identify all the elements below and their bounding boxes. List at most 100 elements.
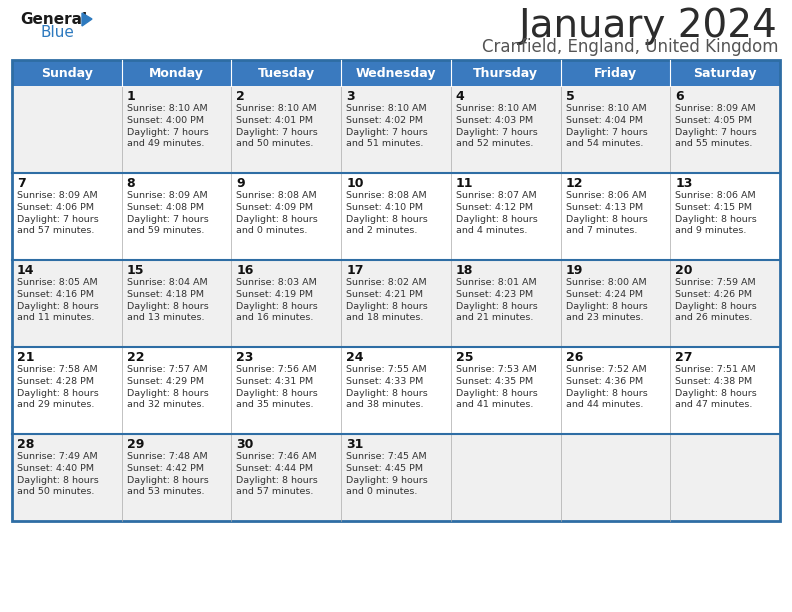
Text: Sunset: 4:02 PM: Sunset: 4:02 PM [346, 116, 423, 125]
Text: Sunset: 4:12 PM: Sunset: 4:12 PM [456, 203, 533, 212]
Bar [451, 434, 561, 521]
Text: 27: 27 [676, 351, 693, 364]
Text: 24: 24 [346, 351, 364, 364]
Text: Sunset: 4:10 PM: Sunset: 4:10 PM [346, 203, 423, 212]
Text: and 7 minutes.: and 7 minutes. [565, 226, 637, 235]
Text: Sunrise: 7:53 AM: Sunrise: 7:53 AM [456, 365, 537, 374]
Text: 4: 4 [456, 90, 465, 103]
Bar [670, 347, 780, 434]
Text: Sunset: 4:42 PM: Sunset: 4:42 PM [127, 464, 204, 473]
Text: 2: 2 [237, 90, 246, 103]
Text: Sunrise: 8:06 AM: Sunrise: 8:06 AM [565, 191, 646, 200]
Text: 6: 6 [676, 90, 684, 103]
Text: and 18 minutes.: and 18 minutes. [346, 313, 424, 322]
Text: Daylight: 8 hours: Daylight: 8 hours [127, 302, 208, 311]
Text: Sunrise: 7:57 AM: Sunrise: 7:57 AM [127, 365, 208, 374]
Text: and 38 minutes.: and 38 minutes. [346, 400, 424, 409]
Text: Sunset: 4:45 PM: Sunset: 4:45 PM [346, 464, 423, 473]
Bar [451, 60, 561, 86]
Bar [12, 173, 122, 260]
Bar [561, 260, 670, 347]
Text: 14: 14 [17, 264, 35, 277]
Text: Sunset: 4:00 PM: Sunset: 4:00 PM [127, 116, 204, 125]
Bar [341, 60, 451, 86]
Text: 31: 31 [346, 438, 364, 451]
Text: Sunrise: 8:09 AM: Sunrise: 8:09 AM [127, 191, 208, 200]
Text: 10: 10 [346, 177, 364, 190]
Text: 22: 22 [127, 351, 144, 364]
Bar [561, 434, 670, 521]
Text: Monday: Monday [149, 67, 204, 80]
Text: and 49 minutes.: and 49 minutes. [127, 139, 204, 148]
Bar [231, 260, 341, 347]
Bar [231, 60, 341, 86]
Text: Daylight: 8 hours: Daylight: 8 hours [565, 302, 647, 311]
Text: 7: 7 [17, 177, 26, 190]
Text: Sunrise: 7:59 AM: Sunrise: 7:59 AM [676, 278, 756, 287]
Text: Daylight: 8 hours: Daylight: 8 hours [127, 389, 208, 398]
Text: Daylight: 8 hours: Daylight: 8 hours [676, 215, 757, 224]
Text: 11: 11 [456, 177, 474, 190]
Bar [12, 260, 122, 347]
Bar [12, 347, 122, 434]
Text: Daylight: 8 hours: Daylight: 8 hours [676, 389, 757, 398]
Text: 12: 12 [565, 177, 583, 190]
Text: and 0 minutes.: and 0 minutes. [237, 226, 308, 235]
Text: and 29 minutes.: and 29 minutes. [17, 400, 94, 409]
Bar [670, 60, 780, 86]
Text: and 47 minutes.: and 47 minutes. [676, 400, 752, 409]
Text: Daylight: 8 hours: Daylight: 8 hours [237, 302, 318, 311]
Bar [231, 86, 341, 173]
Text: Sunrise: 8:10 AM: Sunrise: 8:10 AM [127, 104, 208, 113]
Bar [341, 173, 451, 260]
Text: Daylight: 8 hours: Daylight: 8 hours [237, 215, 318, 224]
Text: Daylight: 8 hours: Daylight: 8 hours [456, 215, 538, 224]
Text: Sunset: 4:04 PM: Sunset: 4:04 PM [565, 116, 642, 125]
Bar [451, 173, 561, 260]
Bar [341, 260, 451, 347]
Text: Sunrise: 8:05 AM: Sunrise: 8:05 AM [17, 278, 97, 287]
Text: Daylight: 8 hours: Daylight: 8 hours [17, 302, 99, 311]
Polygon shape [82, 13, 92, 26]
Text: Sunrise: 7:56 AM: Sunrise: 7:56 AM [237, 365, 317, 374]
Text: and 11 minutes.: and 11 minutes. [17, 313, 94, 322]
Text: and 23 minutes.: and 23 minutes. [565, 313, 643, 322]
Bar [231, 173, 341, 260]
Bar [451, 86, 561, 173]
Text: Sunset: 4:38 PM: Sunset: 4:38 PM [676, 377, 752, 386]
Text: January 2024: January 2024 [520, 7, 778, 45]
Text: Daylight: 9 hours: Daylight: 9 hours [346, 476, 428, 485]
Bar [451, 347, 561, 434]
Text: and 32 minutes.: and 32 minutes. [127, 400, 204, 409]
Text: and 26 minutes.: and 26 minutes. [676, 313, 752, 322]
Text: 23: 23 [237, 351, 253, 364]
Text: Daylight: 7 hours: Daylight: 7 hours [17, 215, 99, 224]
Text: Daylight: 8 hours: Daylight: 8 hours [237, 389, 318, 398]
Bar [670, 260, 780, 347]
Text: Blue: Blue [40, 25, 74, 40]
Text: 26: 26 [565, 351, 583, 364]
Text: Sunrise: 7:55 AM: Sunrise: 7:55 AM [346, 365, 427, 374]
Text: Sunrise: 7:45 AM: Sunrise: 7:45 AM [346, 452, 427, 461]
Text: 25: 25 [456, 351, 474, 364]
Text: Cranfield, England, United Kingdom: Cranfield, England, United Kingdom [482, 38, 778, 56]
Text: Thursday: Thursday [473, 67, 539, 80]
Bar [12, 86, 122, 173]
Text: Daylight: 8 hours: Daylight: 8 hours [676, 302, 757, 311]
Text: Daylight: 8 hours: Daylight: 8 hours [565, 389, 647, 398]
Text: Friday: Friday [594, 67, 637, 80]
Text: 5: 5 [565, 90, 574, 103]
Text: Daylight: 8 hours: Daylight: 8 hours [346, 302, 428, 311]
Text: Sunday: Sunday [41, 67, 93, 80]
Text: Sunrise: 7:46 AM: Sunrise: 7:46 AM [237, 452, 317, 461]
Text: Daylight: 8 hours: Daylight: 8 hours [17, 476, 99, 485]
Text: and 57 minutes.: and 57 minutes. [237, 487, 314, 496]
Text: and 54 minutes.: and 54 minutes. [565, 139, 643, 148]
Text: and 9 minutes.: and 9 minutes. [676, 226, 747, 235]
Text: Sunset: 4:29 PM: Sunset: 4:29 PM [127, 377, 204, 386]
Text: 30: 30 [237, 438, 253, 451]
Text: Daylight: 7 hours: Daylight: 7 hours [127, 128, 208, 137]
Text: and 50 minutes.: and 50 minutes. [17, 487, 94, 496]
Text: 29: 29 [127, 438, 144, 451]
Text: and 2 minutes.: and 2 minutes. [346, 226, 417, 235]
